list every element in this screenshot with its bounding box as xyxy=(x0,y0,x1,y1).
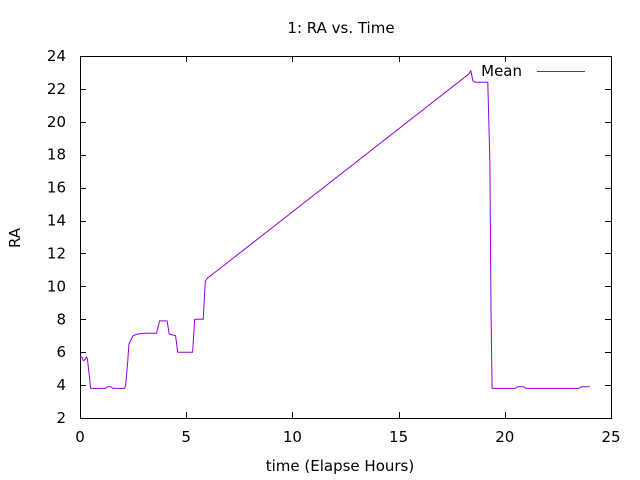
y-tick-label: 6 xyxy=(56,343,66,361)
x-tick-label: 0 xyxy=(75,428,85,446)
y-tick-label: 10 xyxy=(47,277,66,295)
series-layer xyxy=(80,69,590,389)
y-tick-label: 18 xyxy=(47,146,66,164)
legend-label: Mean xyxy=(481,62,522,80)
plot-frame xyxy=(80,56,612,419)
x-tick-label: 10 xyxy=(283,428,302,446)
y-tick-label: 2 xyxy=(56,409,66,427)
y-tick-label: 8 xyxy=(56,310,66,328)
chart-title: 1: RA vs. Time xyxy=(287,19,394,37)
y-tick-label: 20 xyxy=(47,113,66,131)
y-tick-label: 24 xyxy=(47,47,66,65)
x-axis-ticks: 0 5 10 15 20 25 xyxy=(75,56,621,446)
y-tick-label: 14 xyxy=(47,212,66,230)
x-tick-label: 15 xyxy=(389,428,408,446)
series-line-mean xyxy=(80,69,590,389)
y-tick-label: 12 xyxy=(47,244,66,262)
y-tick-label: 22 xyxy=(47,80,66,98)
x-axis-label: time (Elapse Hours) xyxy=(266,457,414,475)
x-tick-label: 5 xyxy=(181,428,191,446)
x-tick-label: 25 xyxy=(601,428,620,446)
y-axis-label: RA xyxy=(6,227,24,248)
x-tick-label: 20 xyxy=(495,428,514,446)
y-tick-label: 16 xyxy=(47,179,66,197)
legend: Mean xyxy=(481,62,585,80)
y-tick-label: 4 xyxy=(56,376,66,394)
